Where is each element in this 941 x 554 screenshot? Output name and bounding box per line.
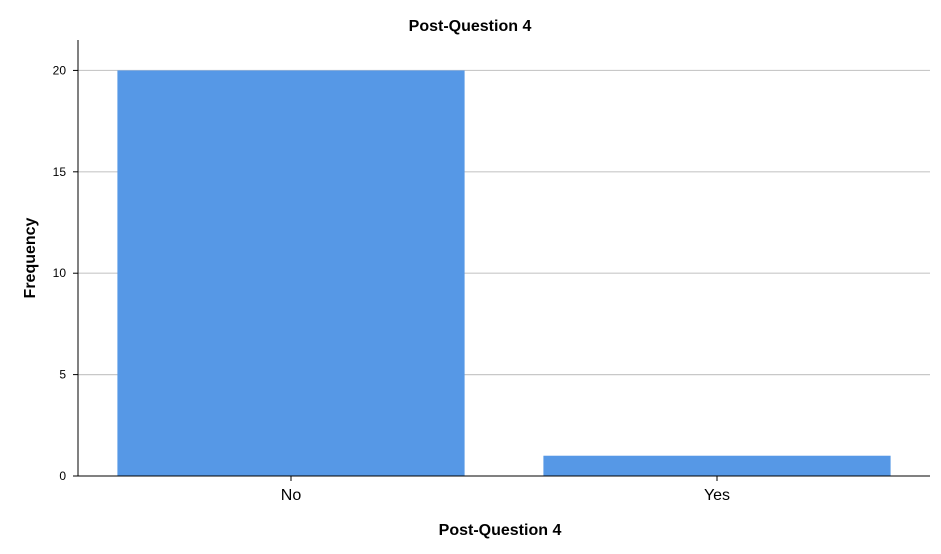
chart-title: Post-Question 4 (409, 18, 532, 35)
x-tick-label-no: No (281, 487, 302, 504)
bars (117, 70, 891, 476)
bar-yes (543, 455, 891, 476)
y-axis-label: Frequency (22, 217, 39, 298)
y-tick-label: 10 (53, 266, 67, 280)
y-tick-label: 15 (53, 165, 67, 179)
y-tick-label: 20 (53, 63, 67, 77)
bar-no (117, 70, 465, 476)
y-axis-ticks: 0 5 10 15 20 (53, 63, 78, 483)
x-tick-label-yes: Yes (704, 487, 730, 504)
x-axis-label: Post-Question 4 (439, 522, 562, 539)
y-tick-label: 5 (59, 368, 66, 382)
y-tick-label: 0 (59, 469, 66, 483)
x-axis-ticks: No Yes (281, 476, 730, 504)
